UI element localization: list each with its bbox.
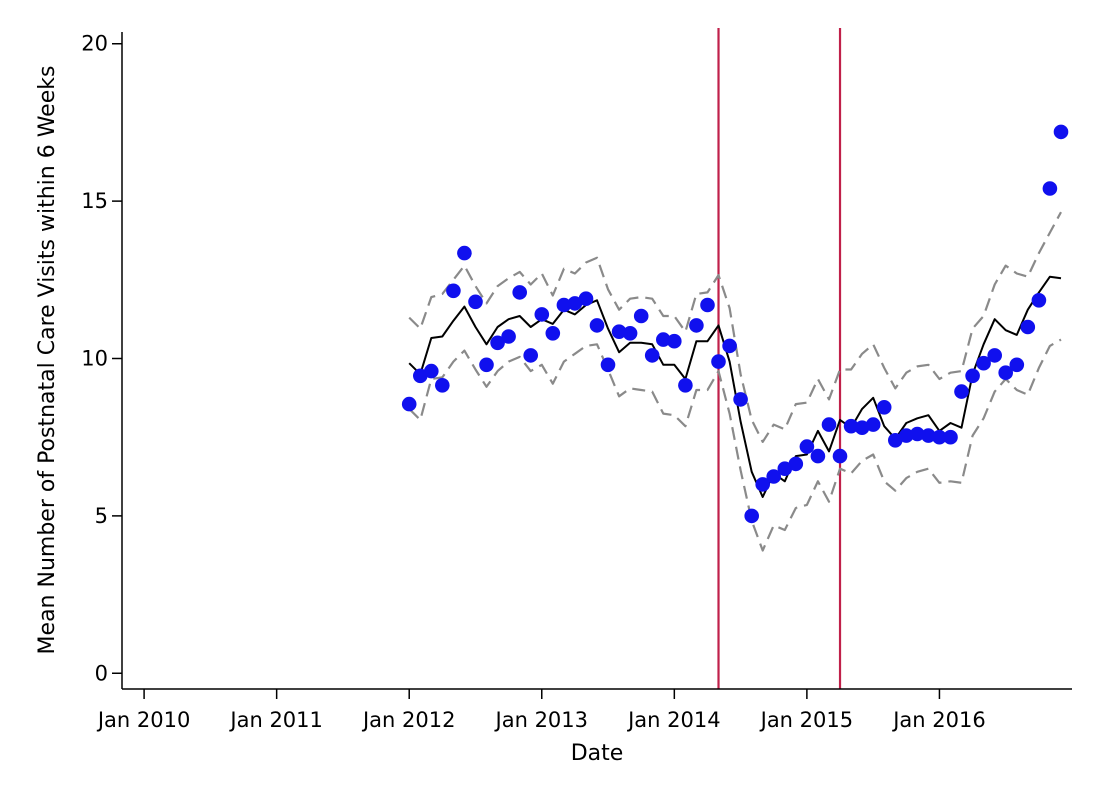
data-point [490, 335, 505, 351]
axes: 0 5 10 15 20 Jan 2010 Jan 2011 Jan 2012 Jan 2013… [81, 32, 1072, 732]
x-tick-label: Jan 2012 [361, 708, 456, 732]
data-point [479, 357, 494, 373]
data-point [799, 439, 815, 454]
data-point [622, 326, 638, 341]
series-points [401, 124, 1069, 524]
data-point [600, 357, 616, 373]
data-point [744, 508, 759, 524]
data-point [1053, 124, 1069, 140]
data-point [689, 318, 704, 333]
data-point [523, 348, 538, 363]
y-tick-label: 0 [95, 661, 108, 685]
data-point [987, 348, 1002, 363]
x-tick-label: Jan 2016 [891, 708, 986, 732]
data-point [556, 297, 572, 313]
data-point [700, 297, 715, 313]
data-point [888, 433, 903, 448]
y-axis-title: Mean Number of Postnatal Care Visits wit… [35, 66, 60, 655]
data-point [788, 456, 804, 472]
data-point [766, 469, 781, 484]
data-point [921, 428, 936, 443]
data-point [534, 307, 550, 322]
x-tick-label: Jan 2014 [626, 708, 721, 732]
data-point [899, 428, 914, 443]
data-point [865, 417, 881, 432]
data-point [424, 363, 439, 379]
data-point [1020, 319, 1036, 335]
data-point [589, 318, 605, 333]
data-point [501, 329, 516, 344]
x-axis-title: Date [571, 741, 624, 766]
data-point [457, 245, 472, 261]
data-point [678, 378, 693, 393]
data-point [755, 477, 770, 492]
data-point [711, 354, 726, 369]
data-point [810, 448, 826, 464]
data-point [512, 285, 527, 300]
x-tick-label: Jan 2015 [759, 708, 854, 732]
data-point [976, 355, 991, 371]
data-point [854, 420, 870, 436]
data-point [667, 333, 682, 349]
data-point [832, 448, 848, 464]
lower-ci-line [408, 338, 1062, 552]
data-point [401, 396, 417, 412]
data-point [1031, 293, 1047, 308]
data-point [633, 308, 649, 324]
data-point [910, 426, 925, 442]
data-point [1042, 181, 1058, 196]
y-tick-label: 10 [81, 347, 108, 371]
data-point [644, 348, 660, 363]
data-point [998, 365, 1013, 381]
y-tick-label: 5 [95, 504, 108, 528]
data-point [965, 368, 980, 384]
data-point [413, 368, 428, 384]
data-point [733, 392, 748, 407]
data-point [1009, 357, 1025, 373]
data-point [821, 417, 837, 432]
upper-ci-line [408, 211, 1062, 443]
data-point [611, 324, 627, 340]
data-point [446, 283, 461, 299]
x-tick-label: Jan 2013 [494, 708, 589, 732]
data-point [722, 338, 737, 354]
data-point [435, 378, 450, 393]
fitted-line [408, 275, 1062, 498]
x-tick-label: Jan 2010 [96, 708, 191, 732]
y-tick-label: 15 [81, 189, 108, 213]
data-point [843, 418, 859, 434]
x-tick-label: Jan 2011 [228, 708, 323, 732]
data-point [943, 429, 958, 445]
series-lines [408, 211, 1062, 552]
data-point [567, 296, 583, 311]
data-point [876, 400, 892, 415]
data-point [932, 429, 947, 445]
data-point [954, 384, 969, 399]
data-point [656, 332, 671, 347]
data-point [777, 461, 793, 477]
data-point [578, 291, 594, 307]
y-tick-label: 20 [81, 32, 108, 56]
data-point [545, 326, 561, 341]
data-point [468, 294, 483, 310]
